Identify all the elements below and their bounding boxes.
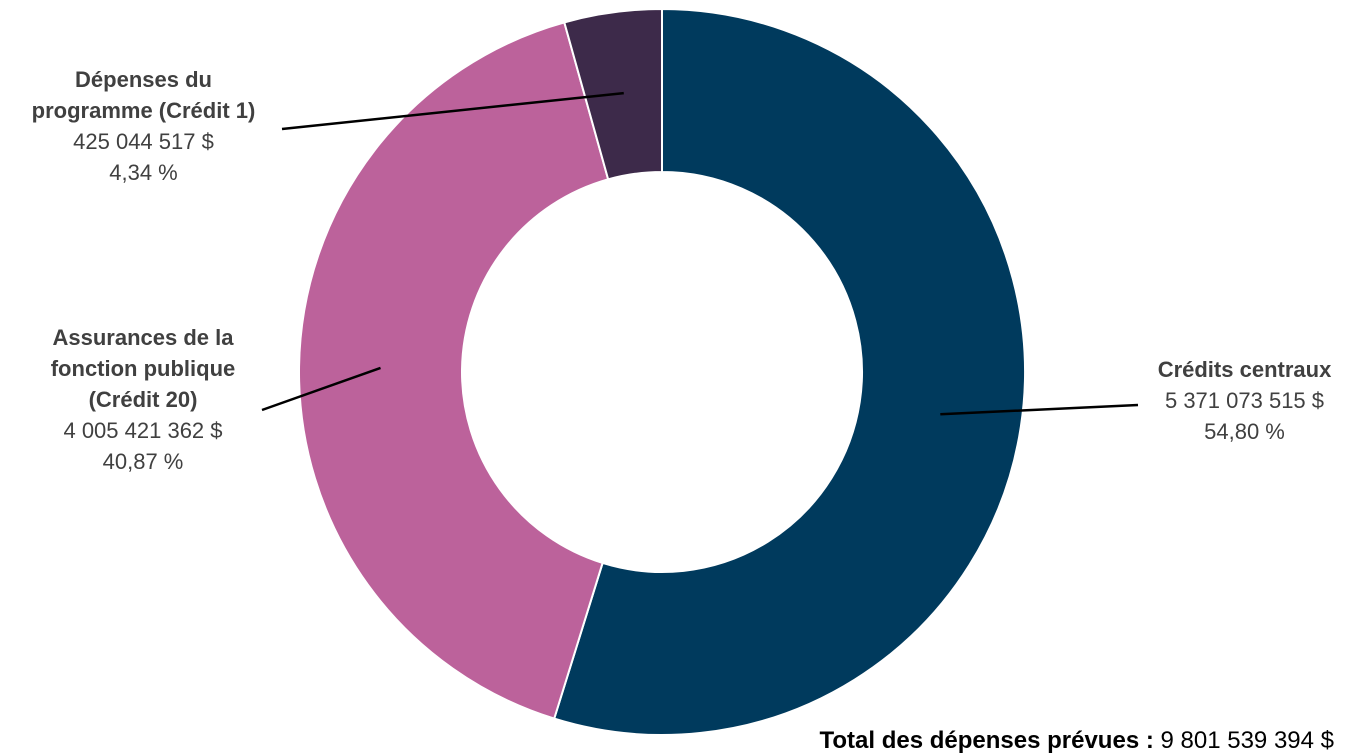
leader-assurances [261,366,381,412]
label-assurances-name: Assurances de la fonction publique (Crédit… [50,325,236,412]
leader-depenses-programme [281,91,624,131]
label-depenses-programme-percent: 4,34 % [109,160,178,185]
total-value: 9 801 539 394 $ [1160,727,1335,754]
total-label: Total des dépenses prévues : [819,727,1154,754]
label-assurances: Assurances de la fonction publique (Crédit… [12,322,274,477]
leader-credits-centraux [940,403,1139,416]
total-planned-spending: Total des dépenses prévues : 9 801 539 3… [819,727,1334,755]
leader-lines [261,91,1139,416]
label-credits-centraux-value: 5 371 073 515 $ [1164,388,1325,413]
slice-assurances [298,21,610,720]
label-depenses-programme-value: 425 044 517 $ [73,129,214,154]
label-depenses-programme-name: Dépenses du programme (Crédit 1) [31,67,256,123]
label-depenses-programme: Dépenses du programme (Crédit 1) 425 044 … [0,64,287,188]
slice-credits-centraux [552,7,1026,736]
label-credits-centraux-percent: 54,80 % [1204,419,1285,444]
donut-slices [298,7,1026,736]
label-credits-centraux: Crédits centraux 5 371 073 515 $ 54,80 % [1132,354,1348,447]
label-assurances-percent: 40,87 % [102,449,184,474]
label-credits-centraux-name: Crédits centraux [1157,357,1332,382]
label-assurances-value: 4 005 421 362 $ [63,418,223,443]
